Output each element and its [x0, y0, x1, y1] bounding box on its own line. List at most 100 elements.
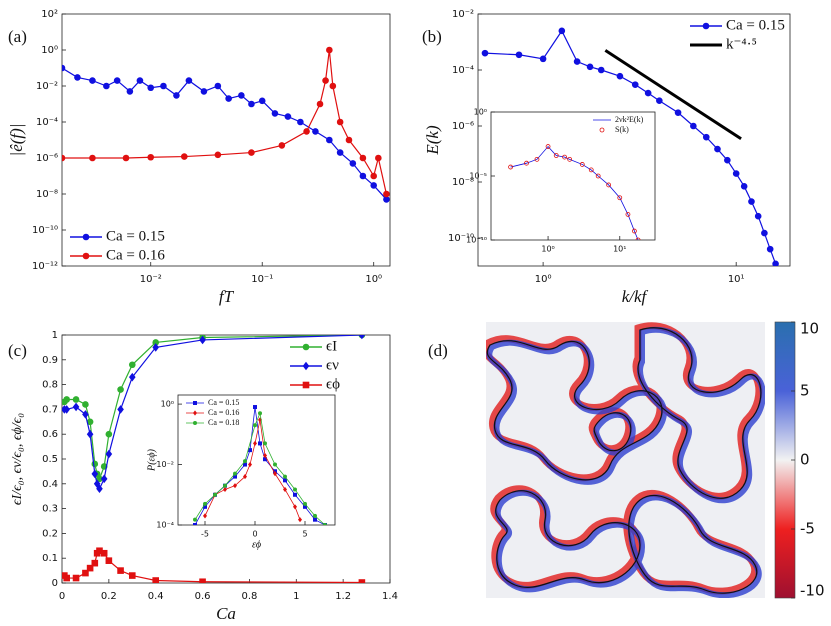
legend-label: ϵI	[326, 338, 337, 354]
panel-label: (c)	[8, 341, 27, 360]
marker	[136, 77, 144, 84]
x-tick-label: 1.2	[335, 591, 351, 602]
y-tick-label: 10⁰	[41, 45, 58, 56]
x-tick-label: 0	[252, 530, 257, 539]
marker	[508, 164, 513, 170]
y-axis-label: E(k)	[423, 125, 442, 156]
marker	[316, 100, 324, 108]
marker	[597, 66, 605, 74]
marker	[128, 361, 136, 369]
marker	[72, 396, 80, 403]
marker	[233, 471, 237, 476]
legend-label: Ca = 0.15	[106, 228, 165, 244]
colorbar-tick-label: 5	[800, 382, 810, 400]
marker	[100, 549, 108, 557]
marker	[606, 182, 612, 188]
marker	[185, 77, 193, 84]
marker	[326, 136, 333, 144]
marker	[122, 154, 130, 162]
marker	[214, 82, 222, 90]
marker	[258, 97, 266, 105]
panel-label: (d)	[428, 341, 448, 360]
marker	[117, 405, 124, 414]
marker	[273, 462, 277, 467]
series-line	[604, 49, 742, 141]
marker	[303, 504, 307, 509]
y-tick-label: 1	[52, 330, 58, 341]
marker	[313, 513, 317, 518]
marker	[625, 211, 631, 217]
marker	[336, 149, 344, 156]
marker	[214, 151, 222, 159]
marker	[298, 517, 302, 523]
marker	[617, 195, 623, 201]
legend-marker	[193, 410, 197, 416]
y-tick-label: 0.8	[42, 380, 58, 391]
marker	[524, 160, 529, 166]
marker	[233, 474, 237, 479]
marker	[674, 109, 682, 116]
x-axis-label: k/kf	[622, 287, 649, 306]
marker	[293, 487, 297, 492]
marker	[213, 492, 217, 497]
legend-label: 2νk²E(k)	[615, 115, 644, 124]
marker	[278, 142, 286, 149]
marker	[375, 154, 382, 162]
marker	[160, 82, 167, 90]
marker	[89, 77, 96, 84]
y-tick-label: 0.7	[42, 404, 58, 415]
marker	[200, 88, 208, 95]
legend-marker	[193, 401, 197, 405]
x-tick-label: 10¹	[613, 245, 626, 254]
marker	[303, 128, 310, 135]
marker	[284, 113, 292, 120]
y-tick-label: 10⁻⁶	[36, 153, 58, 164]
axes-frame	[61, 13, 391, 267]
x-tick-label: 1.4	[382, 591, 398, 602]
x-axis-label: εϕ	[252, 539, 261, 550]
marker	[293, 492, 297, 497]
marker	[631, 81, 639, 88]
marker	[91, 559, 99, 567]
y-tick-label: 10⁻⁴	[452, 65, 474, 76]
y-tick-label: 10⁻⁸	[36, 189, 58, 200]
marker	[225, 95, 232, 102]
marker	[293, 504, 297, 510]
marker	[248, 149, 255, 156]
panel-label: (a)	[8, 27, 27, 46]
marker	[82, 569, 89, 577]
marker	[545, 144, 551, 149]
marker	[128, 372, 136, 382]
marker	[558, 27, 566, 35]
marker	[283, 486, 287, 493]
marker	[383, 190, 390, 198]
x-tick-label: 0.6	[195, 591, 211, 602]
x-tick-label: 10⁰	[535, 274, 552, 285]
x-tick-label: 1	[293, 591, 299, 602]
axes-frame	[490, 111, 656, 241]
marker	[117, 386, 124, 393]
marker	[105, 557, 113, 564]
marker	[754, 212, 762, 220]
x-axis-label: fT	[219, 287, 235, 306]
legend-label: Ca = 0.15	[208, 398, 239, 407]
marker	[86, 564, 94, 572]
legend-marker	[599, 127, 605, 133]
marker	[772, 260, 779, 266]
marker	[63, 574, 70, 582]
plot-area	[481, 27, 779, 266]
marker	[253, 405, 257, 410]
plot-area	[508, 144, 641, 240]
marker	[253, 440, 257, 447]
marker	[223, 486, 227, 493]
marker	[271, 110, 279, 117]
marker	[329, 82, 337, 90]
x-tick-label: 10¹	[728, 274, 745, 285]
marker	[303, 501, 307, 506]
marker	[62, 154, 66, 162]
legend-label: k⁻⁴·⁵	[726, 36, 757, 52]
marker	[243, 459, 247, 464]
marker	[258, 411, 262, 416]
marker	[283, 474, 287, 479]
